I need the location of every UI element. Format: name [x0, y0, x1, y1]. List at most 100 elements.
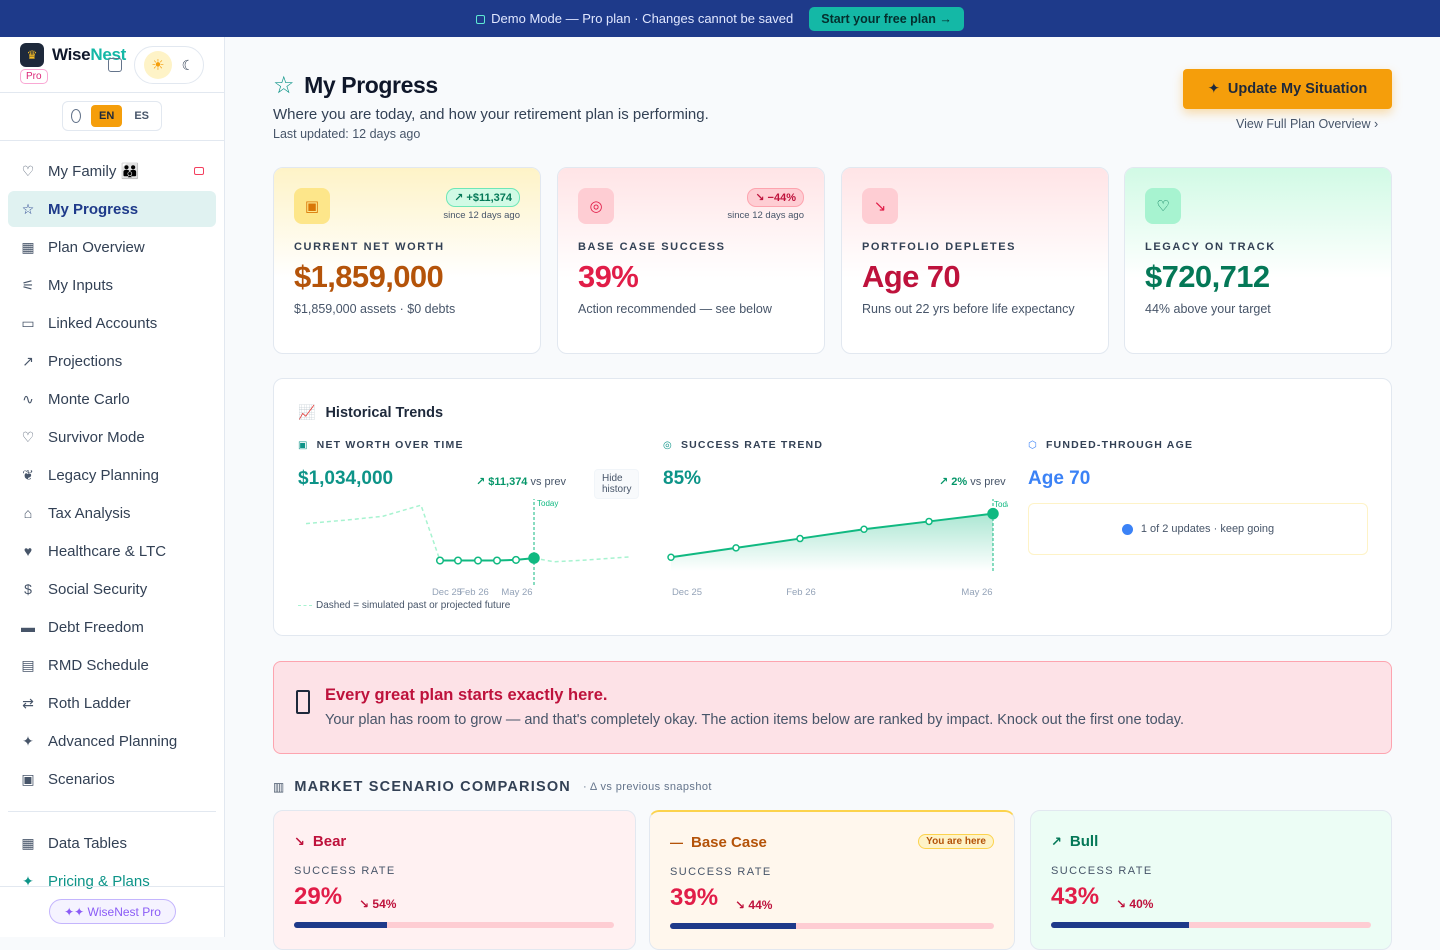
data-point — [492, 556, 502, 565]
sidebar-item-data-tables[interactable]: ▦ Data Tables — [8, 825, 216, 861]
logo[interactable]: ♛ WiseNest — [20, 43, 126, 67]
sidebar-item-my-inputs[interactable]: ⚟ My Inputs — [8, 267, 216, 303]
moon-icon[interactable]: ☾ — [181, 56, 195, 73]
scenario-name: ↘ Bear — [294, 833, 346, 850]
sidebar-item-label: Roth Ladder — [48, 694, 131, 712]
success-rate-panel: ◎ SUCCESS RATE TREND 85% ↗ 2% vs prev — [663, 439, 1006, 489]
alert-heading: Every great plan starts exactly here. — [325, 686, 608, 704]
sidebar-item-label: My Inputs — [48, 276, 114, 294]
scenario-bull-card[interactable]: ↗ Bull SUCCESS RATE 43% ↘ 40% — [1030, 810, 1392, 950]
scenario-name-text: Bull — [1069, 833, 1099, 850]
data-point — [732, 544, 740, 552]
today-label: Today — [994, 500, 1008, 509]
main-content: ☆ My Progress Where you are today, and ho… — [225, 37, 1440, 950]
bank-icon: ⌂ — [23, 505, 33, 521]
sidebar-item-healthcare-ltc[interactable]: ♥ Healthcare & LTC — [8, 533, 216, 569]
page-title: ☆ My Progress — [273, 71, 438, 100]
sidebar-item-survivor-mode[interactable]: ♡ Survivor Mode — [8, 419, 216, 455]
start-free-plan-button[interactable]: Start your free plan → — [809, 6, 964, 31]
lang-en-button[interactable]: EN — [91, 105, 123, 127]
sidebar-item-rmd-schedule[interactable]: ▤ RMD Schedule — [8, 647, 216, 683]
x-tick-label: Feb 26 — [786, 587, 816, 598]
kpi-sub: Runs out 22 yrs before life expectancy — [862, 302, 1075, 316]
data-point — [528, 552, 540, 564]
sun-icon[interactable]: ☀ — [143, 51, 172, 79]
sidebar-item-my-progress[interactable]: ☆ My Progress — [8, 191, 216, 227]
delta-text: vs prev — [527, 476, 566, 488]
theme-toggle[interactable]: ☀ ☾ — [134, 46, 204, 84]
rate-delta: ↘ 54% — [359, 897, 397, 911]
scenario-base-case-card[interactable]: — Base Case You are here SUCCESS RATE 39%… — [649, 810, 1015, 950]
delta-badge: ↘ −44% — [747, 188, 804, 207]
rate-bar-fill — [294, 922, 387, 928]
kpi-label: PORTFOLIO DEPLETES — [862, 241, 1017, 253]
target-icon: ◎ — [663, 439, 673, 451]
rate-bar — [1051, 922, 1371, 928]
sliders-icon: ⚟ — [21, 276, 35, 293]
divider — [0, 92, 224, 93]
star-icon: ☆ — [21, 200, 35, 217]
delta-text: vs prev — [967, 476, 1006, 488]
scenario-bear-card[interactable]: ↘ Bear SUCCESS RATE 29% ↘ 54% — [273, 810, 636, 950]
banner-text: Demo Mode — Pro plan · Changes cannot be… — [491, 11, 794, 26]
link-icon: ▭ — [21, 314, 35, 331]
heart-icon: ♡ — [1145, 188, 1181, 224]
wisenest-pro-button[interactable]: ✦✦ WiseNest Pro — [49, 899, 176, 924]
grid-icon: ▦ — [21, 238, 35, 255]
sidebar-item-scenarios[interactable]: ▣ Scenarios — [8, 761, 216, 797]
dashed-legend: Dashed = simulated past or projected fut… — [298, 600, 510, 611]
sidebar-item-label: Linked Accounts — [48, 314, 158, 332]
star-icon: ☆ — [273, 72, 295, 99]
collapse-sidebar-icon[interactable] — [108, 58, 122, 72]
alert-text: Your plan has room to grow — and that's … — [325, 712, 1184, 728]
sidebar-item-legacy-planning[interactable]: ❦ Legacy Planning — [8, 457, 216, 493]
sidebar-item-label: Monte Carlo — [48, 390, 130, 408]
data-point — [667, 553, 675, 561]
funded-progress-box: 1 of 2 updates · keep going — [1028, 503, 1368, 555]
sidebar-item-label: Projections — [48, 352, 123, 370]
sidebar-item-monte-carlo[interactable]: ∿ Monte Carlo — [8, 381, 216, 417]
sidebar-item-social-security[interactable]: $ Social Security — [8, 571, 216, 607]
lang-es-button[interactable]: ES — [134, 110, 149, 122]
divider — [0, 140, 224, 141]
rate-delta: ↘ 44% — [735, 898, 773, 912]
rate-value: 43% — [1051, 883, 1100, 910]
sidebar-item-label: Healthcare & LTC — [48, 542, 167, 560]
data-point — [453, 556, 463, 565]
update-my-situation-button[interactable]: ✦ Update My Situation — [1183, 69, 1392, 109]
dollar-icon: $ — [24, 581, 32, 597]
sidebar-item-roth-ladder[interactable]: ⇄ Roth Ladder — [8, 685, 216, 721]
you-are-here-badge: You are here — [918, 834, 994, 849]
sidebar-item-advanced-planning[interactable]: ✦ Advanced Planning — [8, 723, 216, 759]
view-full-plan-link[interactable]: View Full Plan Overview › — [1236, 117, 1379, 131]
sidebar-item-projections[interactable]: ↗ Projections — [8, 343, 216, 379]
sparkle-icon: ✦ — [22, 872, 34, 889]
sidebar-item-label: Data Tables — [48, 834, 127, 852]
sidebar-item-plan-overview[interactable]: ▦ Plan Overview — [8, 229, 216, 265]
historical-trends-card: 📈 Historical Trends ▣ NET WORTH OVER TIME … — [273, 378, 1392, 636]
delta-value: ↗ $11,374 — [476, 476, 528, 488]
kpi-net-worth: ▣ ↗ +$11,374 since 12 days ago CURRENT N… — [273, 167, 541, 354]
leaf-icon: ❦ — [22, 466, 34, 483]
kpi-value: $720,712 — [1145, 259, 1270, 294]
data-point — [473, 556, 483, 565]
x-tick-label: Feb 26 — [459, 587, 489, 598]
sidebar-item-linked-accounts[interactable]: ▭ Linked Accounts — [8, 305, 216, 341]
data-point — [796, 534, 804, 543]
calendar-icon: ▤ — [21, 656, 35, 673]
sidebar-item-my-family[interactable]: ♡ My Family 👪 — [8, 153, 216, 189]
panel-heading: ▣ NET WORTH OVER TIME — [298, 439, 638, 451]
rate-value: 29% — [294, 883, 343, 910]
kpi-label: BASE CASE SUCCESS — [578, 241, 726, 253]
hide-history-button[interactable]: Hide history — [594, 469, 640, 499]
sidebar-item-pricing[interactable]: ✦ Pricing & Plans — [8, 863, 216, 899]
sidebar-nav: ♡ My Family 👪 ☆ My Progress ▦ Plan Overview… — [8, 153, 216, 799]
scenario-heading-text: MARKET SCENARIO COMPARISON — [294, 779, 571, 795]
projected-future-line — [533, 556, 632, 563]
sidebar-item-debt-freedom[interactable]: ▬ Debt Freedom — [8, 609, 216, 645]
rate-value: 39% — [670, 884, 719, 911]
divider — [0, 886, 224, 887]
panel-heading: ⬡ FUNDED-THROUGH AGE — [1028, 439, 1368, 451]
sidebar-item-tax-analysis[interactable]: ⌂ Tax Analysis — [8, 495, 216, 531]
